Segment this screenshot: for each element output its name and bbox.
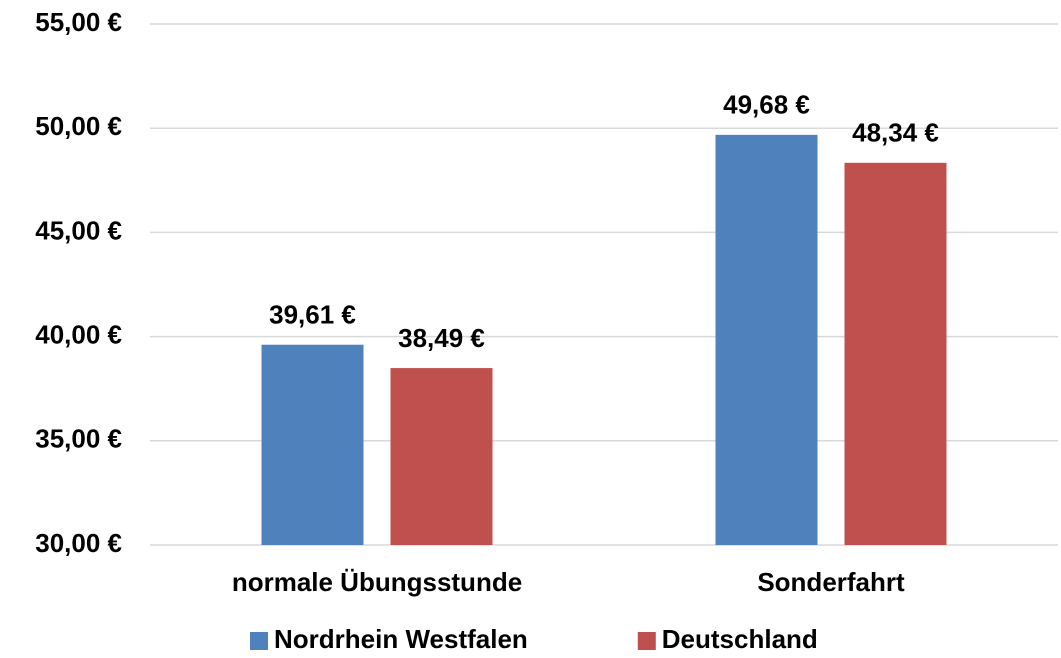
data-label: 49,68 € bbox=[723, 90, 810, 120]
x-tick-label: normale Übungsstunde bbox=[232, 567, 522, 597]
data-label: 38,49 € bbox=[398, 323, 485, 353]
data-label: 39,61 € bbox=[269, 300, 356, 330]
y-tick-label: 50,00 € bbox=[35, 111, 122, 141]
y-tick-label: 55,00 € bbox=[35, 7, 122, 37]
legend-label: Nordrhein Westfalen bbox=[274, 624, 528, 654]
data-label: 48,34 € bbox=[852, 118, 939, 148]
bar bbox=[261, 344, 364, 545]
bar bbox=[390, 368, 493, 545]
y-tick-label: 40,00 € bbox=[35, 319, 122, 349]
legend-label: Deutschland bbox=[662, 624, 818, 654]
y-tick-label: 35,00 € bbox=[35, 424, 122, 454]
bar bbox=[844, 162, 947, 545]
legend-swatch bbox=[637, 632, 656, 650]
bar bbox=[715, 134, 818, 545]
legend-swatch bbox=[250, 632, 268, 650]
y-tick-label: 30,00 € bbox=[35, 528, 122, 558]
x-tick-label: Sonderfahrt bbox=[757, 567, 905, 597]
y-tick-label: 45,00 € bbox=[35, 215, 122, 245]
